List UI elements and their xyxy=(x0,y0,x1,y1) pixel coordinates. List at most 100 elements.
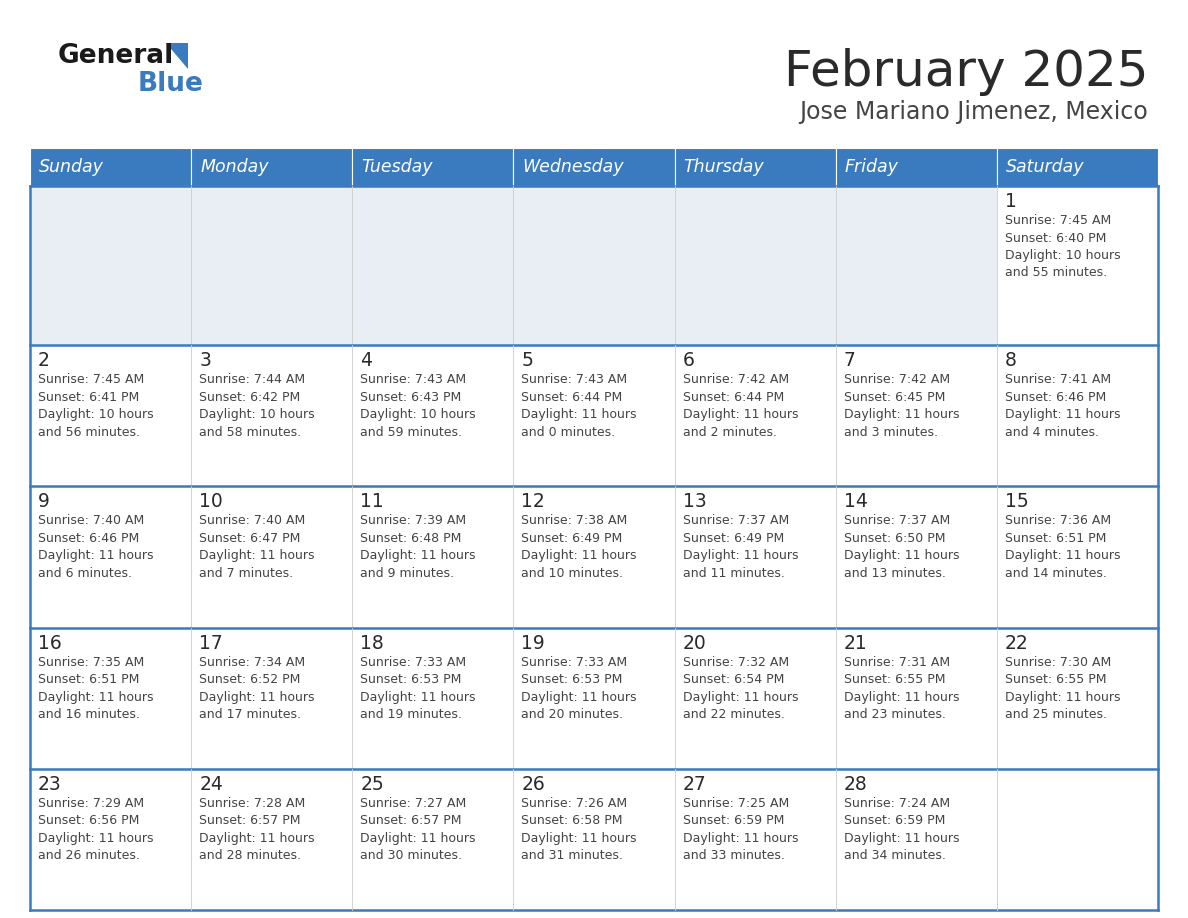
Text: 17: 17 xyxy=(200,633,223,653)
Text: 28: 28 xyxy=(843,775,867,794)
Text: Sunset: 6:48 PM: Sunset: 6:48 PM xyxy=(360,532,462,545)
Text: Daylight: 11 hours: Daylight: 11 hours xyxy=(683,409,798,421)
Text: 19: 19 xyxy=(522,633,545,653)
Text: and 23 minutes.: and 23 minutes. xyxy=(843,708,946,722)
Text: 10: 10 xyxy=(200,492,223,511)
Text: and 22 minutes.: and 22 minutes. xyxy=(683,708,784,722)
Bar xyxy=(513,148,675,186)
Text: Sunrise: 7:45 AM: Sunrise: 7:45 AM xyxy=(38,374,144,386)
Bar xyxy=(30,148,191,186)
Bar xyxy=(997,768,1158,910)
Text: 25: 25 xyxy=(360,775,384,794)
Bar xyxy=(835,345,997,487)
Bar xyxy=(835,148,997,186)
Text: Sunset: 6:57 PM: Sunset: 6:57 PM xyxy=(200,814,301,827)
Text: Sunset: 6:54 PM: Sunset: 6:54 PM xyxy=(683,673,784,686)
Text: 18: 18 xyxy=(360,633,384,653)
Text: and 33 minutes.: and 33 minutes. xyxy=(683,849,784,862)
Text: and 55 minutes.: and 55 minutes. xyxy=(1005,266,1107,279)
Bar xyxy=(30,186,191,345)
Text: and 4 minutes.: and 4 minutes. xyxy=(1005,426,1099,439)
Text: and 7 minutes.: and 7 minutes. xyxy=(200,567,293,580)
Text: Sunset: 6:40 PM: Sunset: 6:40 PM xyxy=(1005,231,1106,244)
Text: Sunrise: 7:41 AM: Sunrise: 7:41 AM xyxy=(1005,374,1111,386)
Text: Daylight: 10 hours: Daylight: 10 hours xyxy=(38,409,153,421)
Bar xyxy=(835,186,997,345)
Text: and 0 minutes.: and 0 minutes. xyxy=(522,426,615,439)
Bar xyxy=(513,768,675,910)
Text: Sunrise: 7:31 AM: Sunrise: 7:31 AM xyxy=(843,655,950,668)
Text: Daylight: 11 hours: Daylight: 11 hours xyxy=(843,832,959,845)
Text: Sunset: 6:53 PM: Sunset: 6:53 PM xyxy=(360,673,462,686)
Text: Daylight: 11 hours: Daylight: 11 hours xyxy=(522,409,637,421)
Text: February 2025: February 2025 xyxy=(784,48,1148,96)
Text: Sunset: 6:57 PM: Sunset: 6:57 PM xyxy=(360,814,462,827)
Bar xyxy=(675,345,835,487)
Text: and 13 minutes.: and 13 minutes. xyxy=(843,567,946,580)
Text: 2: 2 xyxy=(38,352,50,370)
Text: 26: 26 xyxy=(522,775,545,794)
Text: Daylight: 11 hours: Daylight: 11 hours xyxy=(38,690,153,703)
Bar xyxy=(30,768,191,910)
Text: and 34 minutes.: and 34 minutes. xyxy=(843,849,946,862)
Text: Sunrise: 7:39 AM: Sunrise: 7:39 AM xyxy=(360,514,467,528)
Bar xyxy=(191,628,353,768)
Text: Sunset: 6:55 PM: Sunset: 6:55 PM xyxy=(843,673,946,686)
Text: and 17 minutes.: and 17 minutes. xyxy=(200,708,301,722)
Text: and 25 minutes.: and 25 minutes. xyxy=(1005,708,1107,722)
Text: 21: 21 xyxy=(843,633,867,653)
Bar xyxy=(835,628,997,768)
Text: Sunset: 6:49 PM: Sunset: 6:49 PM xyxy=(522,532,623,545)
Bar xyxy=(997,345,1158,487)
Text: Tuesday: Tuesday xyxy=(361,158,432,176)
Text: Friday: Friday xyxy=(845,158,898,176)
Text: Sunrise: 7:35 AM: Sunrise: 7:35 AM xyxy=(38,655,144,668)
Text: Sunrise: 7:30 AM: Sunrise: 7:30 AM xyxy=(1005,655,1111,668)
Text: 14: 14 xyxy=(843,492,867,511)
Text: Sunrise: 7:33 AM: Sunrise: 7:33 AM xyxy=(522,655,627,668)
Text: Sunrise: 7:42 AM: Sunrise: 7:42 AM xyxy=(843,374,950,386)
Bar xyxy=(30,487,191,628)
Bar xyxy=(675,487,835,628)
Text: Sunset: 6:46 PM: Sunset: 6:46 PM xyxy=(1005,391,1106,404)
Text: and 28 minutes.: and 28 minutes. xyxy=(200,849,301,862)
Text: Daylight: 11 hours: Daylight: 11 hours xyxy=(1005,690,1120,703)
Text: Sunrise: 7:29 AM: Sunrise: 7:29 AM xyxy=(38,797,144,810)
Text: Saturday: Saturday xyxy=(1006,158,1085,176)
Text: General: General xyxy=(58,43,175,69)
Text: Daylight: 11 hours: Daylight: 11 hours xyxy=(38,832,153,845)
Text: 16: 16 xyxy=(38,633,62,653)
Text: 7: 7 xyxy=(843,352,855,370)
Text: Sunset: 6:55 PM: Sunset: 6:55 PM xyxy=(1005,673,1106,686)
Text: Daylight: 11 hours: Daylight: 11 hours xyxy=(522,550,637,563)
Text: Sunset: 6:45 PM: Sunset: 6:45 PM xyxy=(843,391,946,404)
Bar xyxy=(997,487,1158,628)
Bar xyxy=(191,345,353,487)
Text: and 58 minutes.: and 58 minutes. xyxy=(200,426,302,439)
Text: 3: 3 xyxy=(200,352,211,370)
Text: 6: 6 xyxy=(683,352,695,370)
Bar xyxy=(675,768,835,910)
Text: Daylight: 11 hours: Daylight: 11 hours xyxy=(360,550,475,563)
Text: Sunset: 6:59 PM: Sunset: 6:59 PM xyxy=(843,814,946,827)
Text: Sunrise: 7:26 AM: Sunrise: 7:26 AM xyxy=(522,797,627,810)
Text: Sunset: 6:49 PM: Sunset: 6:49 PM xyxy=(683,532,784,545)
Text: and 9 minutes.: and 9 minutes. xyxy=(360,567,454,580)
Text: Sunrise: 7:25 AM: Sunrise: 7:25 AM xyxy=(683,797,789,810)
Text: and 3 minutes.: and 3 minutes. xyxy=(843,426,937,439)
Text: Thursday: Thursday xyxy=(683,158,764,176)
Bar xyxy=(191,186,353,345)
Text: Sunrise: 7:43 AM: Sunrise: 7:43 AM xyxy=(360,374,467,386)
Bar xyxy=(513,628,675,768)
Text: Sunset: 6:52 PM: Sunset: 6:52 PM xyxy=(200,673,301,686)
Text: Daylight: 11 hours: Daylight: 11 hours xyxy=(843,550,959,563)
Bar xyxy=(513,186,675,345)
Text: Daylight: 11 hours: Daylight: 11 hours xyxy=(38,550,153,563)
Text: 9: 9 xyxy=(38,492,50,511)
Text: and 59 minutes.: and 59 minutes. xyxy=(360,426,462,439)
Text: and 30 minutes.: and 30 minutes. xyxy=(360,849,462,862)
Text: 4: 4 xyxy=(360,352,372,370)
Text: Sunrise: 7:40 AM: Sunrise: 7:40 AM xyxy=(38,514,144,528)
Bar xyxy=(191,487,353,628)
Text: and 10 minutes.: and 10 minutes. xyxy=(522,567,624,580)
